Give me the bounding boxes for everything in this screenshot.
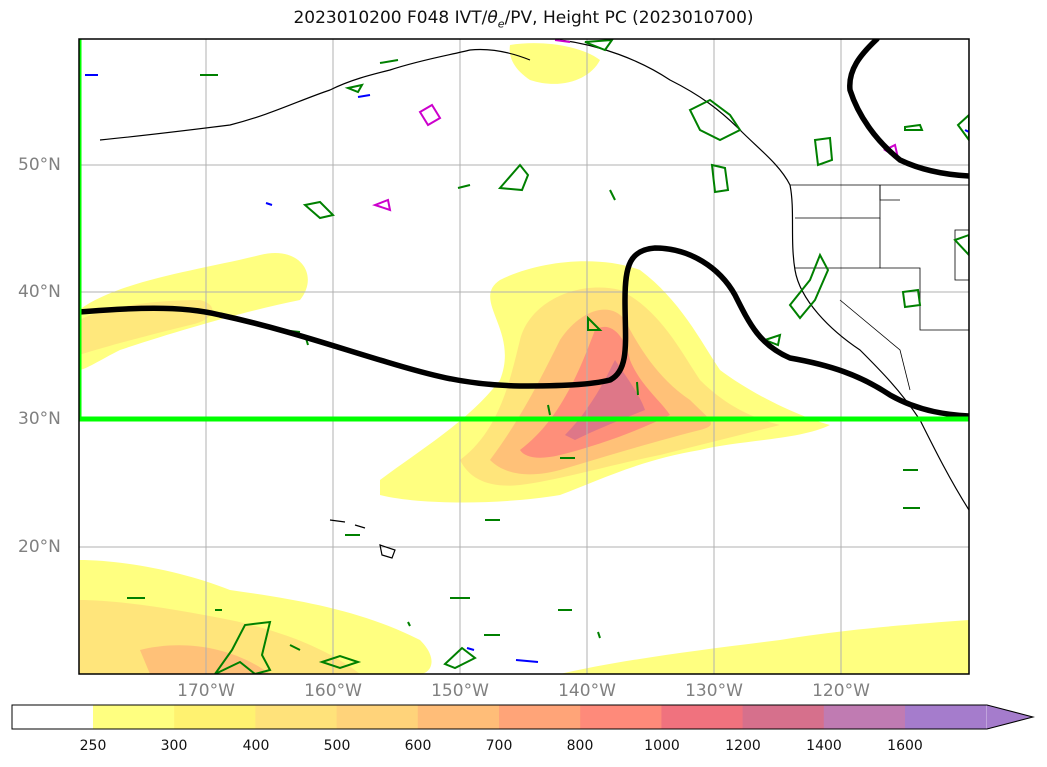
- colorbar-tick: 1000: [644, 738, 680, 754]
- colorbar-under-cell: [12, 705, 93, 729]
- title-theta: θ: [487, 8, 498, 28]
- colorbar-cell: [93, 705, 175, 729]
- title-prefix: 2023010200 F048 IVT/: [293, 8, 488, 28]
- colorbar-tick: 250: [79, 738, 107, 754]
- lat-label-50n: 50°N: [18, 155, 61, 175]
- lon-label-140w: 140°W: [558, 681, 616, 701]
- colorbar-cell: [336, 705, 419, 729]
- map-title: 2023010200 F048 IVT/θe/PV, Height PC (20…: [0, 8, 1047, 30]
- colorbar-cell: [905, 705, 987, 729]
- colorbar: [11, 704, 1035, 730]
- title-suffix: /PV, Height PC (2023010700): [504, 8, 754, 28]
- map-frame: [78, 38, 970, 675]
- colorbar-cell: [823, 705, 906, 729]
- colorbar-cell: [499, 705, 581, 729]
- colorbar-cell: [174, 705, 256, 729]
- lon-label-130w: 130°W: [685, 681, 743, 701]
- lon-label-150w: 150°W: [431, 681, 489, 701]
- colorbar-outline: [11, 704, 1035, 730]
- lon-label-170w: 170°W: [177, 681, 235, 701]
- colorbar-tick: 800: [566, 738, 594, 754]
- colorbar-cell: [742, 705, 825, 729]
- lon-label-160w: 160°W: [304, 681, 362, 701]
- lat-label-30n: 30°N: [18, 409, 61, 429]
- colorbar-tick: 700: [485, 738, 513, 754]
- lat-label-40n: 40°N: [18, 282, 61, 302]
- colorbar-extend-arrow: [987, 705, 1033, 729]
- colorbar-cell: [580, 705, 662, 729]
- title-theta-subscript: e: [497, 17, 505, 31]
- lon-label-120w: 120°W: [812, 681, 870, 701]
- colorbar-tick: 1400: [806, 738, 842, 754]
- colorbar-cells: [93, 705, 987, 729]
- colorbar-tick: 1600: [887, 738, 923, 754]
- theta-e-contours: [127, 39, 969, 674]
- lat-label-20n: 20°N: [18, 537, 61, 557]
- colorbar-tick: 500: [323, 738, 351, 754]
- height-pc-contour: [79, 39, 969, 419]
- colorbar-tick: 1200: [725, 738, 761, 754]
- colorbar-cell: [417, 705, 500, 729]
- colorbar-cell: [255, 705, 338, 729]
- colorbar-cell: [661, 705, 744, 729]
- colorbar-tick: 400: [242, 738, 270, 754]
- colorbar-tick: 600: [404, 738, 432, 754]
- colorbar-tick: 300: [160, 738, 188, 754]
- target-region-box: [79, 39, 969, 422]
